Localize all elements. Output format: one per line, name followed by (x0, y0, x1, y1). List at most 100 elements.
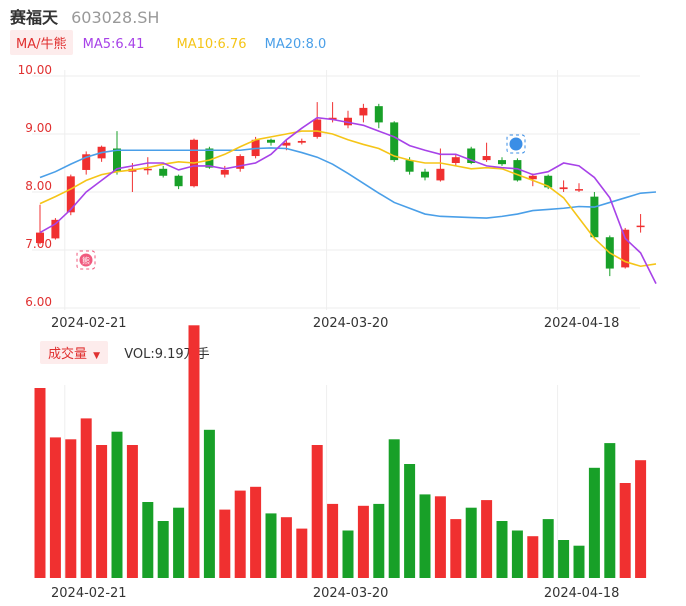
ma5-line (39, 116, 657, 284)
y-tick-label: 9.00 (25, 121, 52, 135)
candle-body (559, 187, 568, 190)
volume-bar (280, 517, 292, 578)
candle-body (51, 219, 60, 239)
candle-body (636, 225, 645, 228)
volume-bar (357, 505, 369, 578)
candle-body (313, 119, 322, 137)
volume-bar (296, 528, 308, 578)
candle-body (590, 196, 599, 238)
candle-body (621, 229, 630, 268)
candle-body (405, 160, 414, 172)
volume-indicator-toggle[interactable]: 成交量 ▼ (40, 341, 109, 364)
bull-marker-frame (506, 134, 526, 154)
volume-bar (234, 490, 246, 578)
volume-bar (327, 503, 339, 578)
ma20-value: MA20:8.0 (264, 37, 327, 52)
candle-body (236, 156, 245, 169)
volume-bar (588, 467, 600, 578)
caret-down-icon: ▼ (93, 351, 101, 361)
volume-bar (388, 439, 400, 578)
ma-indicator-toggle[interactable]: MA/牛熊 (10, 30, 73, 55)
volume-bar (527, 536, 539, 578)
volume-value: VOL:9.19万手 (124, 347, 210, 362)
candle-body (174, 175, 183, 187)
volume-bar (558, 540, 570, 578)
ma-legend: MA/牛熊 MA5:6.41 MA10:6.76 MA20:8.0 (10, 30, 327, 55)
bear-marker-dot (79, 253, 93, 267)
candle-body (390, 122, 399, 161)
volume-bar (49, 437, 61, 578)
volume-bar (126, 445, 138, 578)
volume-bar (450, 519, 462, 578)
candle-body (482, 156, 491, 161)
candle-body (143, 168, 152, 171)
stock-code: 603028.SH (71, 8, 160, 27)
candle-body (513, 160, 522, 181)
volume-bar (573, 545, 585, 578)
candle-body (498, 160, 506, 165)
candle-body (467, 148, 476, 163)
volume-bar (511, 530, 523, 578)
volume-bar (635, 460, 647, 578)
ma20-line (39, 147, 657, 219)
x-tick-label: 2024-03-20 (313, 316, 389, 331)
bull-marker-dot (509, 137, 523, 151)
x-tick-label: 2024-03-20 (313, 586, 389, 601)
candle-body (159, 168, 168, 176)
candle-body (436, 168, 445, 181)
volume-bar (419, 494, 431, 578)
volume-legend: 成交量 ▼ VOL:9.19万手 (40, 341, 210, 364)
volume-bar (80, 418, 92, 578)
candle-body (344, 117, 352, 126)
y-tick-label: 8.00 (25, 179, 52, 193)
candle-body (113, 148, 121, 172)
volume-bar (373, 503, 385, 578)
y-tick-label: 7.00 (25, 237, 52, 251)
candle-body (575, 189, 583, 191)
candle-body (267, 139, 275, 143)
x-tick-label: 2024-02-21 (51, 316, 127, 331)
volume-bar (481, 500, 493, 578)
candle-body (374, 106, 383, 123)
x-tick-label: 2024-02-21 (51, 586, 127, 601)
volume-bar (96, 445, 108, 578)
title-row: 赛福天 603028.SH (10, 4, 159, 28)
volume-bar (496, 521, 508, 578)
candle-body (282, 142, 291, 146)
candle-body (544, 175, 553, 188)
bear-marker-icon: 熊 (76, 250, 96, 270)
x-tick-label: 2024-04-18 (544, 316, 620, 331)
volume-bar (311, 445, 323, 578)
bear-marker-label: 熊 (82, 256, 90, 266)
volume-bar (265, 513, 277, 578)
x-tick-label: 2024-04-18 (544, 586, 620, 601)
candle-body (297, 140, 306, 143)
volume-bar (465, 507, 477, 578)
candle-body (421, 171, 429, 178)
bear-marker-frame (76, 250, 96, 270)
volume-bar (111, 431, 123, 578)
volume-toggle-label: 成交量 (48, 347, 88, 362)
volume-bar (188, 325, 200, 578)
volume-bar (604, 443, 616, 578)
candle-body (82, 154, 91, 170)
volume-bar (619, 483, 631, 578)
ma10-line (39, 130, 657, 268)
stock-name: 赛福天 (10, 8, 59, 27)
candle-body (528, 175, 537, 180)
volume-bar (65, 439, 77, 578)
volume-bar (342, 530, 354, 578)
candle-body (36, 232, 44, 244)
volume-bar (434, 496, 446, 578)
volume-bar (142, 502, 154, 578)
ma5-value: MA5:6.41 (82, 37, 145, 52)
volume-bar (157, 521, 169, 578)
volume-bar (173, 507, 185, 578)
y-tick-label: 6.00 (25, 295, 52, 309)
candle-body (205, 148, 214, 168)
ma10-value: MA10:6.76 (176, 37, 247, 52)
volume-bar (404, 464, 416, 578)
candle-body (359, 107, 368, 116)
volume-bar (34, 388, 46, 578)
